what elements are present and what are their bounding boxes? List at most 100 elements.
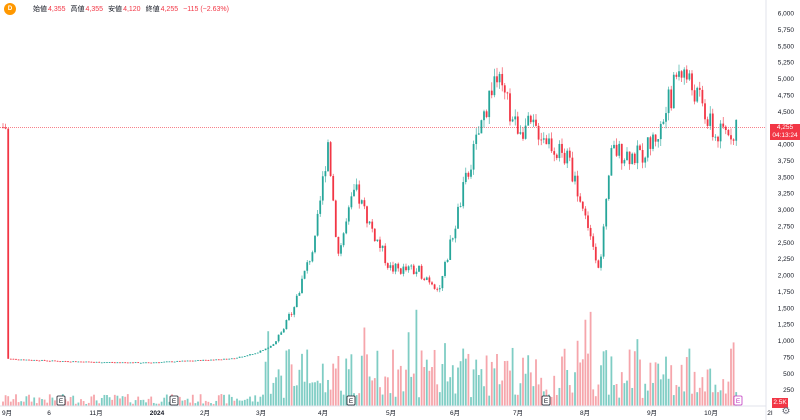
volume-bar — [490, 361, 493, 406]
volume-bar — [319, 383, 322, 406]
candle-body — [90, 361, 93, 363]
y-tick-label: 2,000 — [778, 273, 795, 280]
y-tick-label: 1,250 — [778, 322, 795, 329]
open-label: 始値 — [33, 6, 47, 13]
volume-bar — [259, 396, 262, 406]
volume-bar — [129, 402, 132, 406]
earnings-marker[interactable]: E — [346, 395, 356, 406]
candle-body — [545, 138, 548, 145]
x-tick-label: 6 — [47, 410, 51, 417]
volume-bar — [277, 369, 280, 406]
candle-body — [363, 200, 366, 207]
volume-bar — [199, 394, 202, 406]
candle-body — [249, 354, 251, 356]
candle-body — [579, 196, 582, 202]
candle-body — [514, 116, 517, 120]
candle-body — [311, 252, 314, 262]
earnings-marker[interactable]: E — [733, 395, 743, 406]
volume-bar — [202, 403, 205, 406]
candle-body — [667, 89, 670, 114]
volume-bar — [620, 372, 623, 406]
candle-body — [464, 172, 467, 183]
candle-body — [69, 361, 72, 363]
candle-body — [386, 263, 389, 268]
candle-body — [46, 360, 49, 362]
x-tick-label: 5月 — [386, 409, 396, 417]
volume-bar — [431, 367, 433, 406]
candle-body — [158, 362, 160, 364]
candle-body — [670, 89, 673, 109]
candle-body — [204, 359, 207, 361]
volume-bar — [592, 389, 595, 406]
candle-body — [80, 361, 82, 363]
candle-body — [524, 125, 527, 139]
candle-body — [405, 266, 407, 271]
candle-body — [251, 354, 254, 355]
candle-body — [428, 277, 431, 283]
candle-body — [607, 175, 610, 200]
candle-body — [82, 361, 85, 363]
candle-body — [184, 360, 186, 362]
candle-body — [145, 362, 147, 364]
y-tick-label: 4,500 — [778, 109, 795, 116]
volume-bar — [106, 395, 108, 406]
volume-bar — [243, 399, 246, 406]
x-tick-label: 3月 — [256, 409, 266, 417]
volume-bar — [119, 398, 121, 406]
y-tick-label: 3,250 — [778, 191, 795, 198]
candle-body — [87, 361, 90, 363]
candle-body — [688, 73, 691, 80]
candle-body — [555, 154, 558, 159]
candle-body — [654, 134, 657, 142]
candle-body — [254, 353, 257, 355]
candle-body — [587, 215, 589, 228]
volume-bar — [126, 394, 129, 406]
candle-body — [646, 137, 649, 158]
candle-body — [246, 355, 249, 357]
earnings-marker[interactable]: E — [541, 395, 551, 406]
candle-body — [644, 157, 647, 163]
earnings-marker[interactable]: E — [56, 395, 66, 406]
volume-bar — [30, 401, 33, 406]
candle-body — [337, 236, 340, 254]
candle-body — [444, 261, 446, 277]
volume-bar — [696, 392, 699, 406]
candle-body — [542, 138, 545, 140]
candle-body — [319, 200, 322, 214]
candle-body — [620, 143, 623, 164]
volume-bar — [246, 398, 249, 406]
y-tick-label: 5,750 — [778, 27, 795, 34]
volume-bar — [571, 392, 574, 406]
volume-bar — [610, 356, 613, 406]
earnings-marker[interactable]: E — [169, 395, 179, 406]
volume-bar — [324, 392, 327, 406]
candle-body — [498, 73, 501, 83]
candle-body — [256, 352, 259, 354]
candle-body — [243, 356, 246, 357]
volume-bar — [688, 348, 691, 406]
candle-body — [64, 361, 67, 362]
candle-body — [280, 332, 283, 335]
volume-bar — [379, 387, 381, 406]
candle-body — [623, 160, 626, 164]
x-tick-label: 9月 — [2, 409, 12, 417]
candle-body — [412, 265, 415, 275]
candle-body — [636, 145, 639, 164]
candle-body — [649, 137, 652, 149]
candle-body — [696, 87, 699, 102]
interval-badge[interactable]: D — [4, 3, 16, 15]
volume-bar — [311, 382, 314, 406]
volume-bar — [41, 399, 43, 406]
candle-body — [376, 239, 379, 242]
volume-bar — [509, 370, 511, 406]
y-tick-label: 3,000 — [778, 207, 795, 214]
volume-bar — [511, 347, 514, 406]
candle-body — [108, 362, 111, 363]
candle-body — [714, 136, 717, 138]
candle-body — [334, 200, 337, 237]
y-tick-label: 750 — [783, 354, 794, 361]
candle-body — [129, 362, 132, 364]
settings-gear-icon[interactable]: ⚙ — [781, 406, 791, 417]
